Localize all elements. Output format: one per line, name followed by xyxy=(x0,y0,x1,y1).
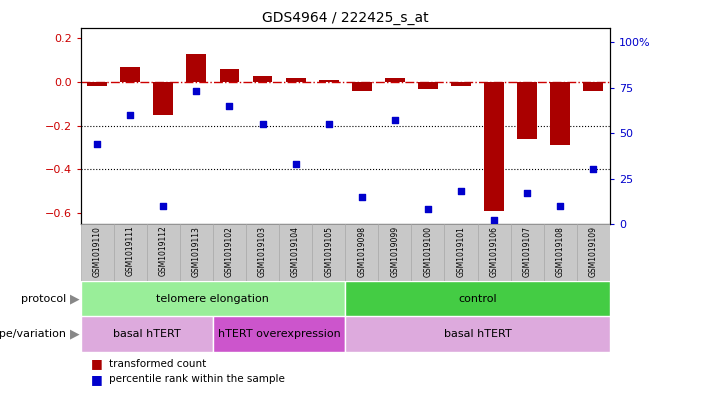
Bar xyxy=(418,82,438,89)
Text: ■: ■ xyxy=(91,373,103,386)
Point xyxy=(323,121,334,127)
Text: GSM1019113: GSM1019113 xyxy=(192,226,201,277)
Bar xyxy=(81,316,213,352)
Text: GSM1019103: GSM1019103 xyxy=(258,226,267,277)
Bar xyxy=(510,224,544,281)
Bar xyxy=(87,82,107,86)
Bar xyxy=(484,82,504,211)
Bar xyxy=(346,224,379,281)
Bar xyxy=(286,78,306,82)
Bar xyxy=(411,224,444,281)
Text: percentile rank within the sample: percentile rank within the sample xyxy=(109,374,285,384)
Point xyxy=(587,166,599,173)
Bar xyxy=(346,316,610,352)
Text: GSM1019099: GSM1019099 xyxy=(390,226,400,277)
Point xyxy=(489,217,500,224)
Bar xyxy=(81,224,114,281)
Bar xyxy=(219,69,240,82)
Bar xyxy=(279,224,312,281)
Bar xyxy=(517,82,537,139)
Text: telomere elongation: telomere elongation xyxy=(156,294,269,304)
Text: ■: ■ xyxy=(91,357,103,370)
Bar xyxy=(577,224,610,281)
Text: ▶: ▶ xyxy=(70,327,80,341)
Text: GSM1019098: GSM1019098 xyxy=(358,226,367,277)
Point xyxy=(92,141,103,147)
Point xyxy=(456,188,467,195)
Bar xyxy=(147,224,180,281)
Bar xyxy=(550,82,570,145)
Bar xyxy=(81,281,346,316)
Text: ▶: ▶ xyxy=(70,292,80,305)
Bar xyxy=(213,224,246,281)
Bar xyxy=(114,224,147,281)
Bar xyxy=(346,281,610,316)
Point xyxy=(356,194,367,200)
Point xyxy=(257,121,268,127)
Bar xyxy=(444,224,477,281)
Text: genotype/variation: genotype/variation xyxy=(0,329,67,339)
Bar xyxy=(385,78,404,82)
Bar xyxy=(154,82,173,115)
Text: GSM1019100: GSM1019100 xyxy=(423,226,433,277)
Text: GSM1019108: GSM1019108 xyxy=(556,226,565,277)
Text: transformed count: transformed count xyxy=(109,358,206,369)
Text: control: control xyxy=(458,294,497,304)
Text: GSM1019112: GSM1019112 xyxy=(159,226,168,276)
Text: GSM1019109: GSM1019109 xyxy=(589,226,598,277)
Text: GSM1019106: GSM1019106 xyxy=(489,226,498,277)
Bar xyxy=(544,224,577,281)
Bar xyxy=(352,82,372,91)
Point xyxy=(290,161,301,167)
Point xyxy=(422,206,433,213)
Bar xyxy=(451,82,471,86)
Bar xyxy=(319,80,339,82)
Point xyxy=(224,103,235,109)
Text: GSM1019101: GSM1019101 xyxy=(456,226,465,277)
Bar xyxy=(213,316,346,352)
Bar xyxy=(121,67,140,82)
Title: GDS4964 / 222425_s_at: GDS4964 / 222425_s_at xyxy=(262,11,428,25)
Bar xyxy=(312,224,346,281)
Text: GSM1019111: GSM1019111 xyxy=(125,226,135,276)
Text: GSM1019102: GSM1019102 xyxy=(225,226,234,277)
Text: basal hTERT: basal hTERT xyxy=(113,329,181,339)
Bar xyxy=(477,224,510,281)
Point xyxy=(389,117,400,123)
Point xyxy=(554,203,566,209)
Point xyxy=(191,88,202,94)
Point xyxy=(522,190,533,196)
Point xyxy=(125,112,136,118)
Text: protocol: protocol xyxy=(21,294,67,304)
Bar xyxy=(246,224,279,281)
Point xyxy=(158,203,169,209)
Text: GSM1019107: GSM1019107 xyxy=(523,226,531,277)
Bar xyxy=(252,75,273,82)
Bar xyxy=(186,54,206,82)
Text: hTERT overexpression: hTERT overexpression xyxy=(218,329,341,339)
Bar xyxy=(583,82,604,91)
Text: GSM1019104: GSM1019104 xyxy=(291,226,300,277)
Text: GSM1019110: GSM1019110 xyxy=(93,226,102,277)
Bar xyxy=(379,224,411,281)
Bar xyxy=(180,224,213,281)
Text: basal hTERT: basal hTERT xyxy=(444,329,512,339)
Text: GSM1019105: GSM1019105 xyxy=(324,226,333,277)
